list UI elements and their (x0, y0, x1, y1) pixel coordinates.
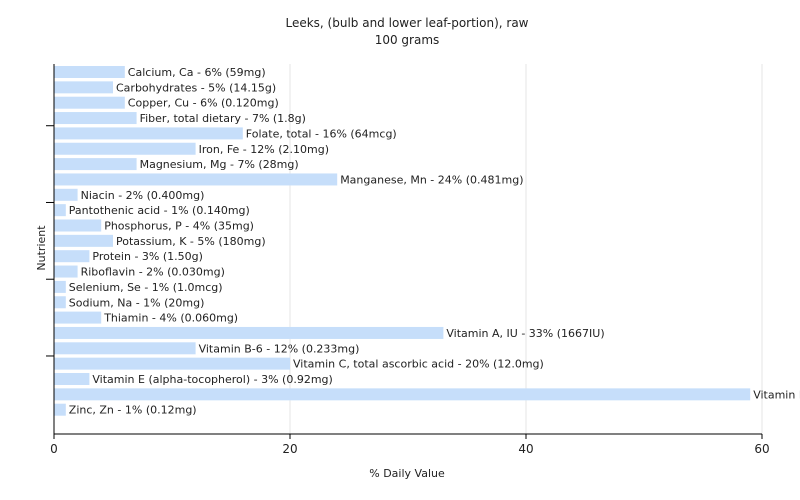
bar (54, 66, 125, 78)
bar-label: Fiber, total dietary - 7% (1.8g) (140, 112, 306, 125)
bar-label: Thiamin - 4% (0.060mg) (103, 312, 238, 325)
bar (54, 142, 196, 155)
bar-label: Vitamin K (phylloquinone) - 59% (47.0mcg… (753, 388, 800, 401)
bar-label: Phosphorus, P - 4% (35mg) (104, 220, 254, 233)
bar-label: Pantothenic acid - 1% (0.140mg) (69, 204, 250, 217)
bar (54, 127, 243, 140)
chart-title: Leeks, (bulb and lower leaf-portion), ra… (285, 16, 528, 30)
bar-label: Manganese, Mn - 24% (0.481mg) (340, 173, 523, 186)
bar-label: Copper, Cu - 6% (0.120mg) (128, 97, 279, 110)
bar-label: Riboflavin - 2% (0.030mg) (81, 266, 225, 279)
bar-label: Folate, total - 16% (64mcg) (246, 127, 397, 140)
bar (54, 280, 66, 293)
bar-label: Magnesium, Mg - 7% (28mg) (140, 158, 299, 171)
bar (54, 311, 102, 324)
bar (54, 188, 78, 201)
bar (54, 342, 196, 355)
bar (54, 234, 113, 247)
bar (54, 373, 90, 385)
x-axis-label: % Daily Value (369, 467, 445, 480)
axes: 0 20 40 60 (46, 64, 770, 456)
bar-label: Zinc, Zn - 1% (0.12mg) (69, 404, 197, 417)
x-tick-label: 20 (282, 442, 297, 456)
bar (54, 403, 66, 416)
bar-label: Niacin - 2% (0.400mg) (81, 189, 205, 202)
bar (54, 219, 102, 232)
chart-subtitle: 100 grams (375, 33, 440, 47)
bar (54, 250, 90, 263)
bar-label: Vitamin B-6 - 12% (0.233mg) (199, 342, 360, 355)
bar (54, 388, 751, 401)
bar (54, 296, 66, 309)
bar-label: Vitamin E (alpha-tocopherol) - 3% (0.92m… (92, 373, 332, 386)
bar-label: Sodium, Na - 1% (20mg) (69, 296, 205, 309)
y-axis-label: Nutrient (35, 225, 48, 271)
bar-label: Selenium, Se - 1% (1.0mcg) (69, 281, 223, 294)
bar (54, 112, 137, 125)
bar (54, 357, 290, 370)
x-tick-label: 0 (50, 442, 58, 456)
bars (54, 66, 751, 416)
bar-label: Vitamin C, total ascorbic acid - 20% (12… (293, 358, 544, 371)
bar-label: Vitamin A, IU - 33% (1667IU) (446, 327, 604, 340)
bar-labels: Calcium, Ca - 6% (59mg) Carbohydrates - 5… (69, 66, 800, 417)
x-tick-label: 60 (754, 442, 769, 456)
bar (54, 173, 338, 186)
bar-label: Iron, Fe - 12% (2.10mg) (199, 143, 329, 156)
bar (54, 158, 137, 171)
grid-lines (289, 64, 763, 434)
bar-label: Potassium, K - 5% (180mg) (116, 235, 266, 248)
bar (54, 204, 66, 217)
bar-label: Calcium, Ca - 6% (59mg) (128, 66, 266, 79)
bar (54, 96, 125, 109)
bar (54, 81, 113, 94)
bar-label: Protein - 3% (1.50g) (92, 250, 203, 263)
x-tick-label: 40 (518, 442, 533, 456)
bar-label: Carbohydrates - 5% (14.15g) (116, 81, 276, 94)
bar (54, 265, 78, 278)
bar (54, 326, 444, 339)
